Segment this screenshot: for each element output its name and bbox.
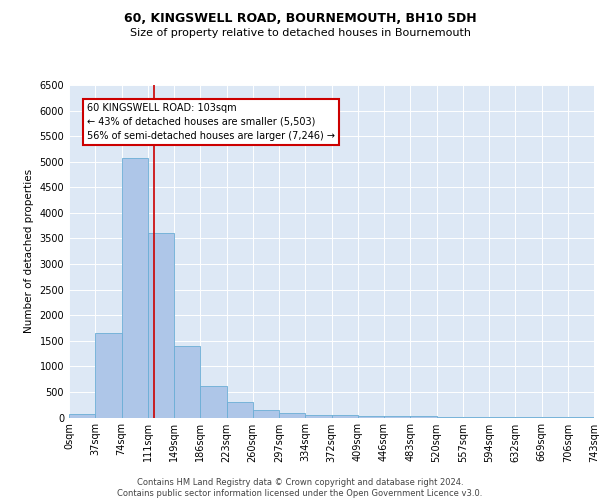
- Y-axis label: Number of detached properties: Number of detached properties: [24, 169, 34, 334]
- Text: 60 KINGSWELL ROAD: 103sqm
← 43% of detached houses are smaller (5,503)
56% of se: 60 KINGSWELL ROAD: 103sqm ← 43% of detac…: [87, 103, 335, 141]
- Bar: [95, 333, 121, 417]
- Bar: [69, 414, 95, 418]
- Bar: [410, 416, 437, 418]
- Bar: [253, 410, 279, 418]
- Bar: [227, 402, 253, 417]
- Bar: [279, 413, 305, 418]
- Text: 60, KINGSWELL ROAD, BOURNEMOUTH, BH10 5DH: 60, KINGSWELL ROAD, BOURNEMOUTH, BH10 5D…: [124, 12, 476, 26]
- Bar: [358, 416, 384, 418]
- Bar: [121, 158, 148, 417]
- Text: Contains HM Land Registry data © Crown copyright and database right 2024.
Contai: Contains HM Land Registry data © Crown c…: [118, 478, 482, 498]
- Bar: [174, 346, 200, 418]
- Bar: [148, 234, 174, 418]
- Bar: [331, 416, 358, 418]
- Bar: [305, 414, 331, 418]
- Bar: [489, 417, 515, 418]
- Bar: [463, 417, 489, 418]
- Text: Size of property relative to detached houses in Bournemouth: Size of property relative to detached ho…: [130, 28, 470, 38]
- Bar: [200, 386, 227, 418]
- Bar: [437, 416, 463, 418]
- Bar: [384, 416, 410, 418]
